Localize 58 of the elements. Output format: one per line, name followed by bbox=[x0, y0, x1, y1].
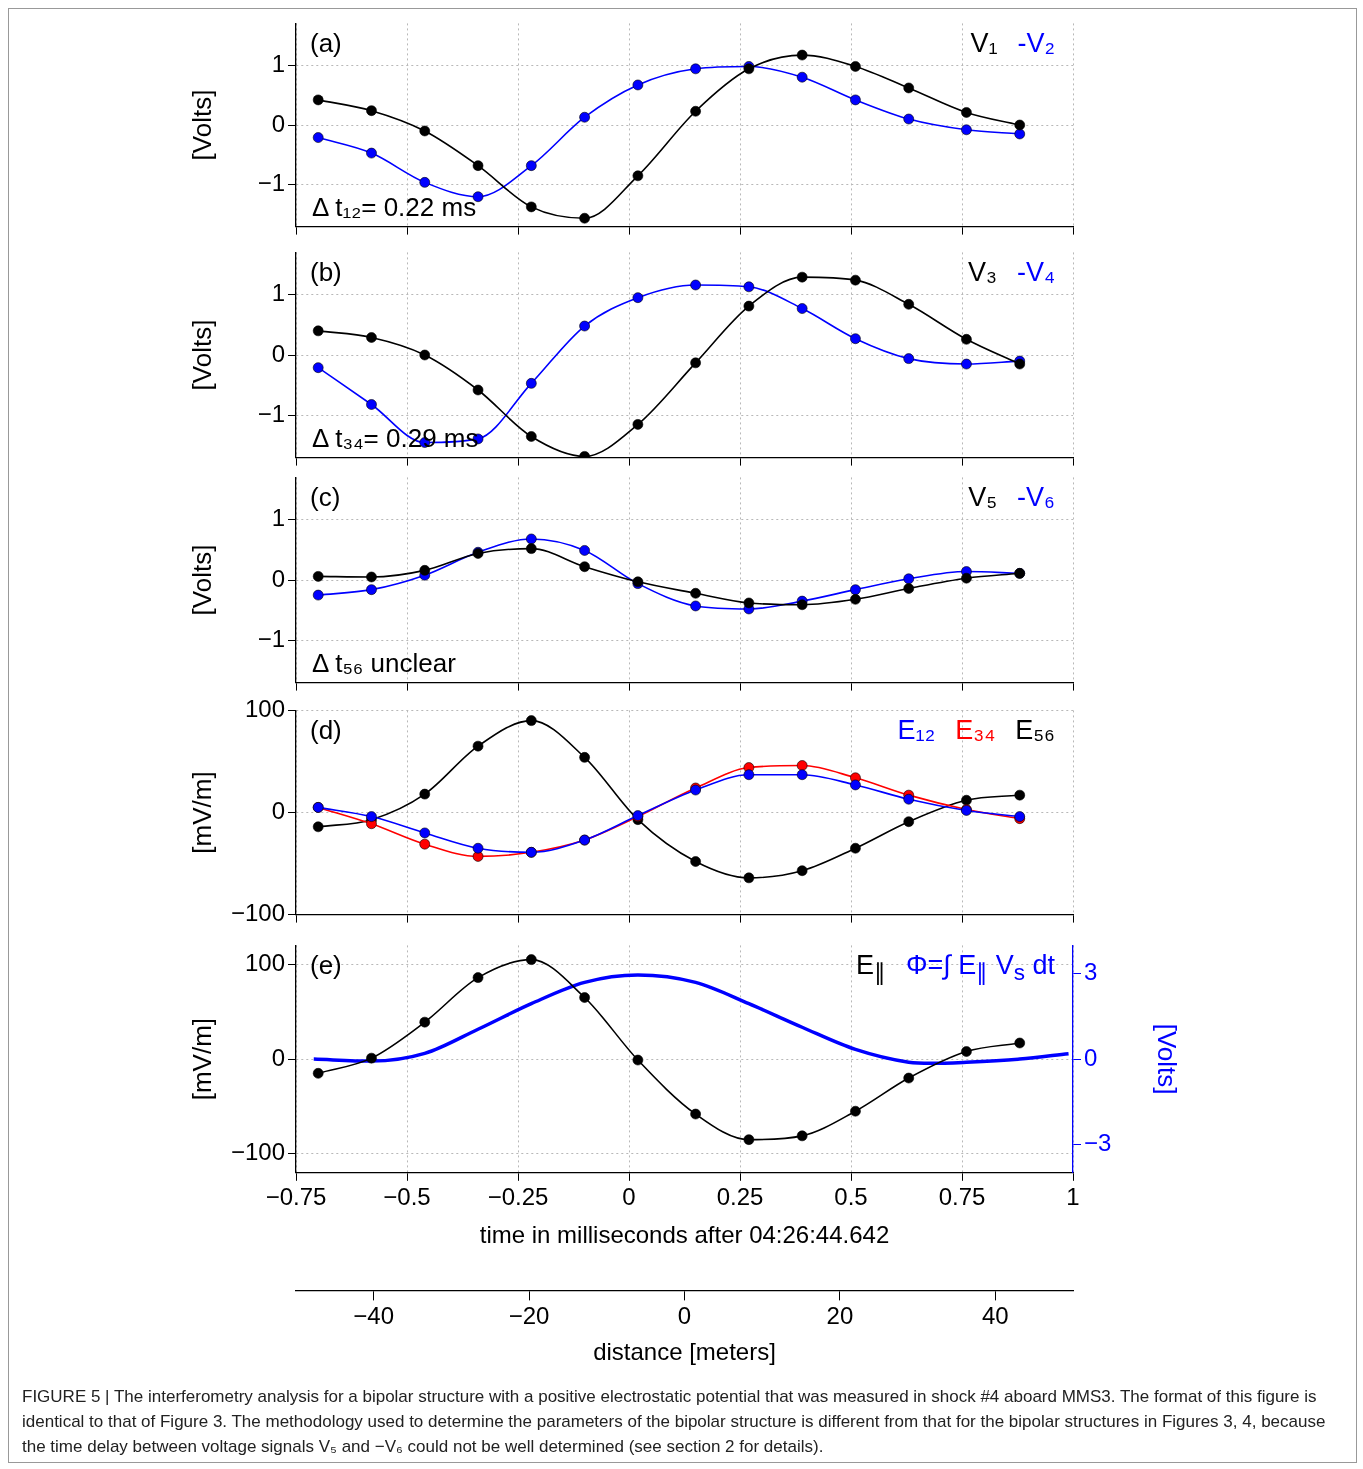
x2-tick-label: 40 bbox=[981, 1302, 1009, 1330]
text: -V₄ bbox=[1016, 257, 1055, 287]
y2-tick-label: 0 bbox=[1084, 1043, 1098, 1071]
y-tick-label: −100 bbox=[230, 899, 285, 927]
annotation: (b) bbox=[310, 257, 342, 288]
x-tick-label: −0.75 bbox=[265, 1182, 327, 1210]
series-label: V₃ bbox=[967, 257, 997, 287]
y-axis-title: [mV/m] bbox=[186, 771, 217, 854]
x-tick-label: 0.25 bbox=[716, 1182, 764, 1210]
text: -V₆ bbox=[1017, 482, 1055, 512]
y-tick-label: 0 bbox=[271, 1043, 285, 1071]
series-label: E₅₆ bbox=[1015, 715, 1055, 745]
y-tick-label: 1 bbox=[271, 279, 285, 307]
x2-tick-label: 0 bbox=[677, 1302, 692, 1330]
annotation: (a) bbox=[310, 28, 342, 59]
x2-tick-label: −40 bbox=[353, 1302, 395, 1330]
series-label: V₁ bbox=[970, 28, 998, 58]
annotation: Δ t₅₆ unclear bbox=[312, 648, 456, 679]
text: V₅ bbox=[968, 482, 998, 512]
y-tick-label: 0 bbox=[271, 797, 285, 825]
annotation: Δ t₁₂= 0.22 ms bbox=[312, 192, 477, 223]
x2-tick-label: −20 bbox=[508, 1302, 550, 1330]
y-tick-label: 1 bbox=[271, 49, 285, 77]
y-tick-label: 100 bbox=[244, 695, 285, 723]
y-tick-label: 100 bbox=[244, 948, 285, 976]
x-tick-label: −0.25 bbox=[487, 1182, 549, 1210]
x-tick-label: 0.75 bbox=[938, 1182, 986, 1210]
annotation: (c) bbox=[310, 482, 341, 513]
x2-axis-title: distance [meters] bbox=[593, 1338, 776, 1366]
y-tick-label: 0 bbox=[271, 564, 285, 592]
annotation: (e) bbox=[310, 950, 342, 981]
caption: FIGURE 5 | The interferometry analysis for a bipolar structure with a positive electrostatic potential that was measured in shock #4 aboard MMS3. The format of this figure is identical to that of Figure 3. The methodology used to determine the parameters of the bipolar structure is different from that for the bipolar structures in Figures 3, 4, because the time delay between voltage signals V₅ and −V₆ could not be well determined (see section 2 for details). bbox=[22, 1386, 1327, 1458]
text: E₃₄ bbox=[955, 715, 996, 745]
x-tick-label: 0 bbox=[622, 1182, 636, 1210]
y-tick-label: −100 bbox=[230, 1138, 285, 1166]
y-tick-label: 1 bbox=[271, 504, 285, 532]
text: Φ=∫ E$_{∥}$ V$_{s}$ dt bbox=[905, 950, 1055, 986]
y2-tick-label: −3 bbox=[1084, 1129, 1112, 1156]
x2-tick-label: 20 bbox=[826, 1302, 854, 1330]
y-tick-label: 0 bbox=[271, 109, 285, 137]
text: -V₂ bbox=[1017, 28, 1055, 58]
y2-axis-title: [Volts] bbox=[1152, 1023, 1183, 1095]
y-axis-title: [Volts] bbox=[186, 544, 217, 616]
series-label: E₁₂ bbox=[897, 715, 936, 745]
annotation: (d) bbox=[310, 715, 342, 746]
y-tick-label: −1 bbox=[257, 169, 285, 197]
y-axis-title: [mV/m] bbox=[186, 1017, 217, 1101]
y-axis-title: [Volts] bbox=[186, 319, 217, 391]
y-axis-title: [Volts] bbox=[186, 89, 217, 161]
text: E$_{∥}$ bbox=[855, 950, 886, 986]
y-tick-label: −1 bbox=[257, 399, 285, 427]
x-tick-label: 1 bbox=[1066, 1182, 1080, 1210]
x-axis-title: time in milliseconds after 04:26:44.642 bbox=[479, 1220, 890, 1248]
y-tick-label: 0 bbox=[271, 339, 285, 367]
x-tick-label: −0.5 bbox=[383, 1182, 431, 1210]
y-tick-label: −1 bbox=[257, 624, 285, 652]
y2-tick-label: 3 bbox=[1084, 958, 1098, 986]
x-tick-label: 0.5 bbox=[834, 1182, 868, 1210]
